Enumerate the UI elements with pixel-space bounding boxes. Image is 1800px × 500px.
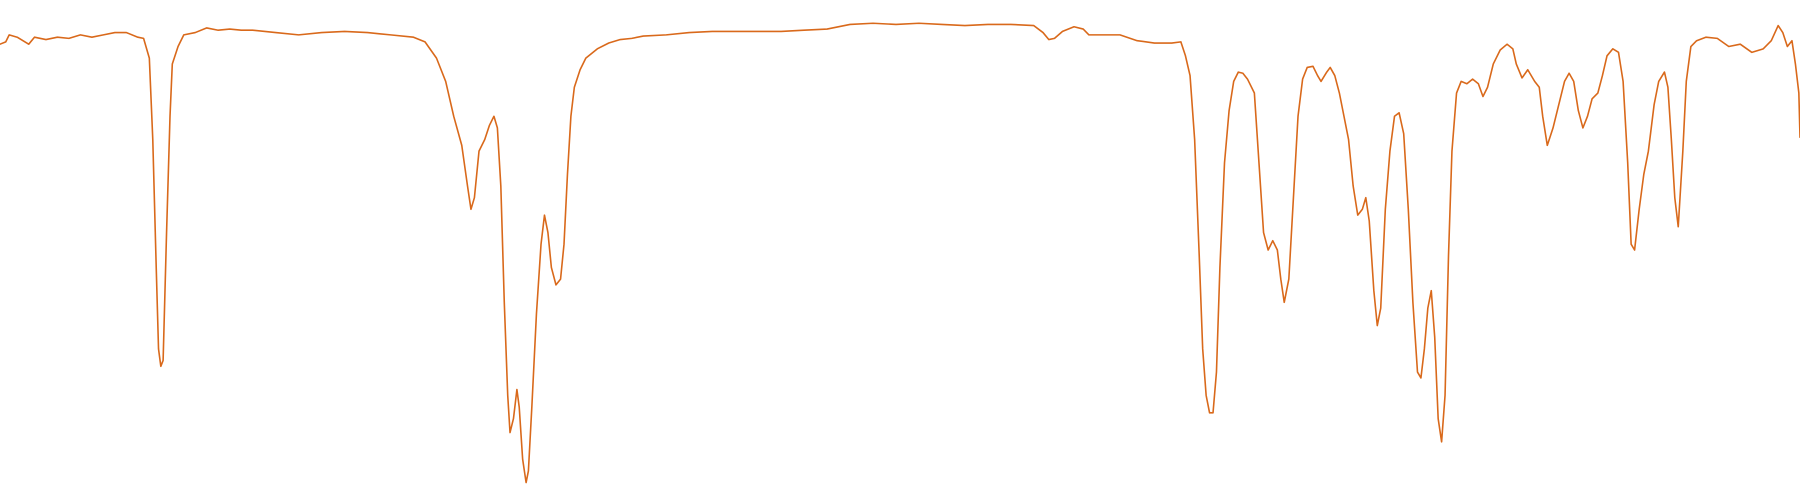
spectrum-line [0,22,1800,484]
